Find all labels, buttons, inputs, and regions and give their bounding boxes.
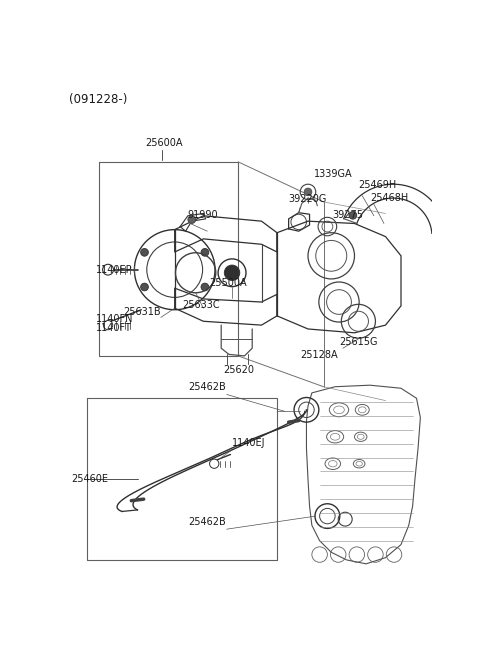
Circle shape <box>201 283 209 291</box>
Circle shape <box>103 321 113 330</box>
Circle shape <box>349 211 357 219</box>
Circle shape <box>201 249 209 256</box>
Text: 1339GA: 1339GA <box>314 169 353 179</box>
Text: 1140FN: 1140FN <box>96 314 133 323</box>
Circle shape <box>141 249 148 256</box>
Circle shape <box>433 220 441 228</box>
Text: 39275: 39275 <box>333 210 364 220</box>
Text: 39220G: 39220G <box>288 194 327 204</box>
Text: 25615G: 25615G <box>339 337 377 346</box>
Text: 25633C: 25633C <box>182 300 220 310</box>
Text: 25620: 25620 <box>223 365 254 375</box>
Text: 25468H: 25468H <box>370 194 408 203</box>
Text: 1140FT: 1140FT <box>96 323 132 333</box>
Text: 25128A: 25128A <box>300 350 338 359</box>
Text: 25500A: 25500A <box>209 278 246 288</box>
Text: 25462B: 25462B <box>188 517 226 527</box>
Text: 91990: 91990 <box>188 210 218 220</box>
Circle shape <box>210 459 219 468</box>
Text: 25462B: 25462B <box>188 382 226 392</box>
Text: 25631B: 25631B <box>123 308 161 318</box>
Text: 1140EJ: 1140EJ <box>232 438 265 448</box>
Circle shape <box>224 265 240 281</box>
Text: 25600A: 25600A <box>145 138 183 148</box>
Circle shape <box>304 188 312 195</box>
Text: 25460E: 25460E <box>72 474 108 484</box>
Circle shape <box>103 264 113 275</box>
Circle shape <box>141 283 148 291</box>
Text: 1140EP: 1140EP <box>96 264 132 275</box>
Text: (091228-): (091228-) <box>69 92 128 106</box>
Circle shape <box>188 216 196 224</box>
Text: 25469H: 25469H <box>359 180 396 190</box>
